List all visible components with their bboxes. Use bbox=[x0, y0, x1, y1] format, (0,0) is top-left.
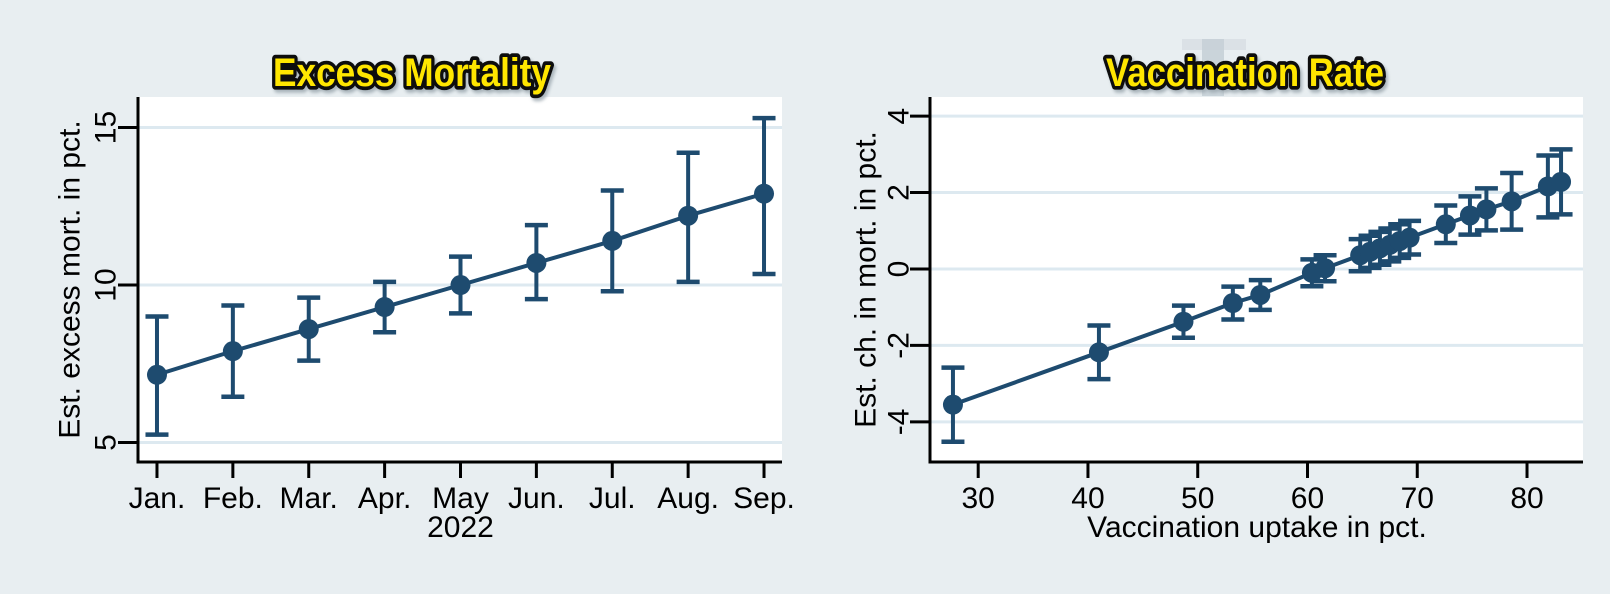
x-tick-label: Jun. bbox=[508, 482, 565, 515]
x-tick-label: Apr. bbox=[358, 482, 411, 515]
data-point bbox=[942, 394, 963, 415]
data-point bbox=[1315, 258, 1336, 279]
y-tick-label: 2 bbox=[883, 184, 916, 201]
x-tick-label: Mar. bbox=[280, 482, 338, 515]
x-tick-label: 80 bbox=[1510, 482, 1543, 515]
data-point bbox=[1399, 227, 1420, 248]
y-axis-ticks: 5 10 15 bbox=[90, 111, 138, 451]
data-point bbox=[298, 319, 319, 340]
data-point bbox=[1476, 199, 1497, 220]
x-tick-label: 40 bbox=[1071, 482, 1104, 515]
x-tick-label: 70 bbox=[1401, 482, 1434, 515]
data-point bbox=[146, 364, 167, 385]
x-axis-title: 2022 bbox=[427, 511, 494, 544]
cursor-artifact bbox=[1182, 39, 1246, 96]
axes bbox=[928, 97, 1583, 464]
x-axis-title: Vaccination uptake in pct. bbox=[1087, 511, 1427, 544]
data-point bbox=[1088, 342, 1109, 363]
x-tick-label: Sep. bbox=[733, 482, 795, 515]
data-point bbox=[754, 183, 775, 204]
gridlines bbox=[931, 114, 1583, 424]
x-axis-ticks: 30 40 50 60 70 80 bbox=[962, 463, 1544, 515]
markers bbox=[146, 183, 775, 385]
data-point bbox=[526, 252, 547, 273]
x-axis-ticks: Jan. Feb. Mar. Apr. May Jun. Jul. Aug. Sep. bbox=[129, 463, 795, 515]
x-tick-label: Feb. bbox=[203, 482, 263, 515]
y-tick-label: -2 bbox=[883, 332, 916, 359]
x-tick-label: Aug. bbox=[657, 482, 719, 515]
data-point bbox=[1435, 214, 1456, 235]
x-tick-label: 30 bbox=[962, 482, 995, 515]
y-axis-title: Est. excess mort. in pct. bbox=[54, 120, 87, 438]
x-tick-label: 60 bbox=[1291, 482, 1324, 515]
y-tick-label: 5 bbox=[90, 434, 123, 451]
data-point bbox=[1173, 311, 1194, 332]
markers bbox=[942, 171, 1572, 415]
y-tick-label: 0 bbox=[883, 261, 916, 278]
y-tick-label: -4 bbox=[883, 409, 916, 436]
data-point bbox=[222, 341, 243, 362]
data-point bbox=[1222, 293, 1243, 314]
excess-mortality-chart: 5 10 15 Jan. Feb. Mar. Apr. May Jun. Jul. Aug. Sep.… bbox=[54, 47, 795, 544]
data-point bbox=[1459, 205, 1480, 226]
data-point bbox=[678, 205, 699, 226]
chart-title: Vaccination Rate bbox=[1106, 51, 1384, 95]
y-axis-ticks: -4 -2 0 2 4 bbox=[883, 108, 930, 436]
axes bbox=[136, 97, 782, 464]
data-point bbox=[450, 275, 471, 296]
data-point bbox=[374, 297, 395, 318]
data-point bbox=[602, 230, 623, 251]
chart-title: Excess Mortality bbox=[273, 51, 552, 95]
y-tick-label: 4 bbox=[883, 108, 916, 125]
x-tick-label: Jul. bbox=[589, 482, 636, 515]
y-tick-label: 10 bbox=[90, 268, 123, 301]
data-point bbox=[1250, 284, 1271, 305]
x-tick-label: Jan. bbox=[129, 482, 186, 515]
y-tick-label: 15 bbox=[90, 111, 123, 144]
vaccination-rate-chart: -4 -2 0 2 4 30 40 50 60 70 80 Est. ch. in mort. in … bbox=[850, 39, 1583, 544]
x-tick-label: 50 bbox=[1181, 482, 1214, 515]
y-axis-title: Est. ch. in mort. in pct. bbox=[850, 131, 883, 428]
x-tick-label: May bbox=[432, 482, 489, 515]
data-point bbox=[1551, 171, 1572, 192]
data-point bbox=[1501, 191, 1522, 212]
